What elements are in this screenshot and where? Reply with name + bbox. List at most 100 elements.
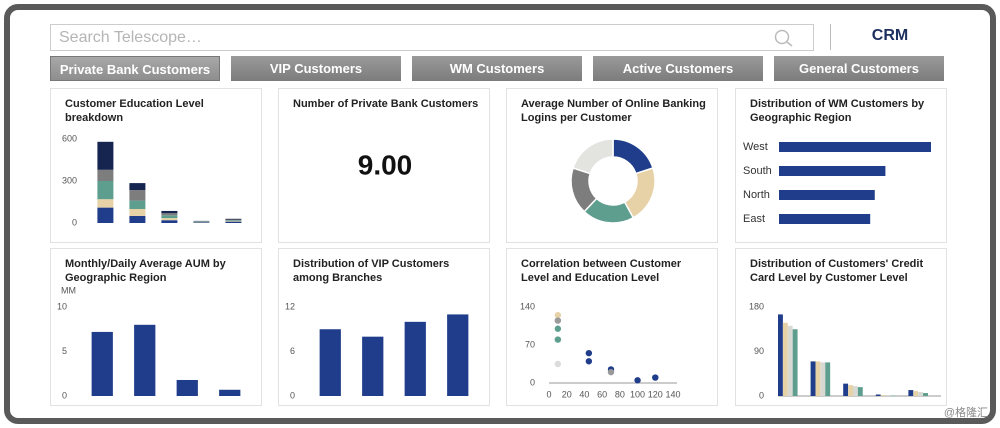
kpi-value: 9.00 [358, 149, 413, 180]
scatter-point [554, 311, 562, 319]
y-tick-label: 300 [62, 175, 77, 185]
bar-segment [161, 215, 178, 219]
y-axis-label: MM [61, 285, 76, 295]
y-tick-label: 12 [285, 301, 295, 311]
bar-segment [97, 207, 114, 223]
y-tick-label: 0 [72, 217, 77, 227]
search-box[interactable]: Search Telescope… [50, 24, 814, 51]
bar [918, 392, 924, 396]
bar [815, 361, 821, 396]
scatter-point [585, 358, 593, 365]
bar [825, 362, 831, 396]
separator [830, 24, 831, 50]
bar-segment [225, 219, 242, 221]
bar-segment [225, 220, 242, 222]
panel: 0 6 12 Distribution of VIP Customers among … [278, 248, 490, 406]
x-tick-label: 0 [546, 389, 551, 399]
bar [778, 314, 783, 396]
bar-segment [161, 220, 178, 223]
bar [852, 386, 858, 396]
bar [843, 383, 849, 396]
bar [447, 314, 469, 396]
tab[interactable]: VIP Customers [231, 56, 401, 81]
search-icon[interactable] [773, 28, 795, 48]
chart: 9.00 [358, 149, 413, 180]
x-tick-label: 20 [562, 389, 572, 399]
bar [820, 362, 826, 396]
bar [885, 395, 891, 396]
chart-title: Distribution of Customers' Credit Card L… [750, 258, 924, 284]
bar-segment [225, 218, 242, 220]
search-placeholder: Search Telescope… [59, 29, 202, 46]
scatter-point [585, 349, 593, 357]
bar-segment [225, 221, 242, 223]
bar [404, 321, 426, 396]
bar-segment [129, 183, 146, 191]
brand: CRM [871, 27, 909, 44]
category-label: East [743, 213, 765, 225]
x-tick-label: 60 [597, 389, 607, 399]
watermark: @格隆汇 [943, 407, 988, 419]
chart-title: Distribution of WM Customers by Geograph… [750, 98, 925, 124]
bar-segment [161, 210, 178, 214]
y-tick-label: 5 [62, 346, 67, 356]
panel: 0 90 180 Distribution of Customers' Credit … [735, 248, 947, 406]
tab[interactable]: General Customers [774, 56, 944, 81]
bar [362, 336, 384, 396]
bar-segment [97, 169, 114, 181]
bar [857, 387, 863, 396]
panel: 9.00 Number of Private Bank Customers [278, 88, 490, 243]
bar [779, 190, 875, 200]
x-tick-label: 40 [579, 389, 589, 399]
bar-segment [97, 181, 114, 200]
y-tick-label: 70 [525, 339, 535, 349]
panel: Average Number of Online Banking Logins … [506, 88, 718, 243]
bar-segment [193, 222, 210, 223]
chart: 0 300 600 [62, 133, 242, 227]
chart-title: Number of Private Bank Customers [293, 98, 479, 110]
bar [848, 385, 853, 396]
chart: 0 6 12 [285, 301, 469, 400]
y-tick-label: 0 [290, 390, 295, 400]
chart [570, 138, 656, 224]
category-label: North [743, 189, 770, 201]
y-tick-label: 0 [62, 390, 67, 400]
bar [908, 390, 914, 396]
x-tick-label: 100 [630, 389, 645, 399]
bar [880, 395, 886, 396]
bar [176, 379, 198, 396]
y-tick-label: 140 [520, 301, 535, 311]
bar-segment [225, 220, 242, 221]
panel: 0 300 600 Customer Education Level breakdow… [50, 88, 262, 243]
bar [91, 331, 113, 396]
bar [779, 214, 871, 224]
bar [913, 391, 919, 396]
scatter-point [634, 377, 641, 384]
tab[interactable]: Private Bank Customers [50, 56, 220, 81]
bar [134, 324, 156, 396]
chart-title: Average Number of Online Banking Logins … [521, 98, 706, 124]
bar-segment [97, 199, 114, 208]
scatter-point [554, 360, 562, 368]
x-tick-label: 120 [648, 389, 663, 399]
chart-title: Customer Education Level breakdown [65, 98, 204, 124]
panel: West South North East Distribution of WM Cus… [735, 88, 947, 243]
tab[interactable]: Active Customers [593, 56, 763, 81]
chart-title: Correlation between Customer Level and E… [521, 258, 682, 284]
chart: 0 5 10 MM [57, 285, 241, 400]
y-tick-label: 0 [759, 390, 764, 400]
category-label: South [743, 165, 772, 177]
bar-segment [129, 216, 146, 223]
bar [779, 166, 886, 176]
bar [319, 329, 341, 396]
scatter-point [652, 374, 659, 381]
bar [810, 361, 816, 396]
scatter-point [554, 336, 562, 343]
tab[interactable]: WM Customers [412, 56, 582, 81]
bar [792, 329, 798, 396]
chart-title: Monthly/Daily Average AUM by Geographic … [65, 258, 226, 284]
scatter-point [554, 325, 562, 332]
x-tick-label: 140 [665, 389, 680, 399]
